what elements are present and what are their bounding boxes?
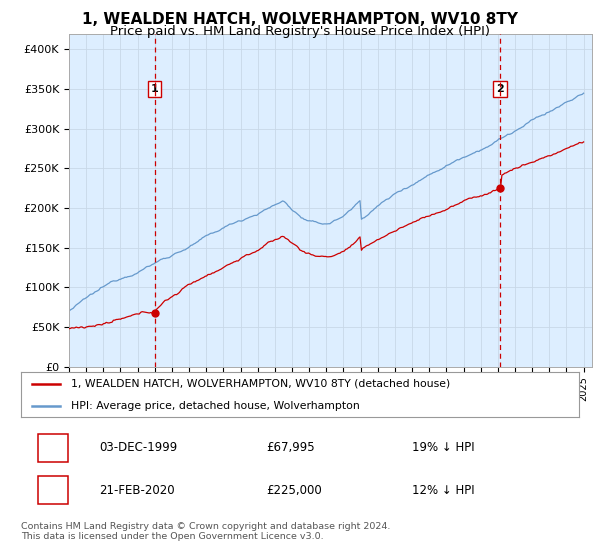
Text: £67,995: £67,995 (266, 441, 315, 454)
Text: £225,000: £225,000 (266, 484, 322, 497)
FancyBboxPatch shape (38, 434, 68, 461)
Text: 2: 2 (49, 484, 58, 497)
Text: Contains HM Land Registry data © Crown copyright and database right 2024.
This d: Contains HM Land Registry data © Crown c… (21, 522, 391, 542)
Text: 1, WEALDEN HATCH, WOLVERHAMPTON, WV10 8TY (detached house): 1, WEALDEN HATCH, WOLVERHAMPTON, WV10 8T… (71, 379, 451, 389)
Text: 1, WEALDEN HATCH, WOLVERHAMPTON, WV10 8TY: 1, WEALDEN HATCH, WOLVERHAMPTON, WV10 8T… (82, 12, 518, 27)
Text: Price paid vs. HM Land Registry's House Price Index (HPI): Price paid vs. HM Land Registry's House … (110, 25, 490, 38)
Text: 2: 2 (496, 84, 504, 94)
Text: 03-DEC-1999: 03-DEC-1999 (99, 441, 178, 454)
Text: 21-FEB-2020: 21-FEB-2020 (99, 484, 175, 497)
Text: HPI: Average price, detached house, Wolverhampton: HPI: Average price, detached house, Wolv… (71, 401, 360, 411)
Text: 12% ↓ HPI: 12% ↓ HPI (412, 484, 474, 497)
FancyBboxPatch shape (38, 477, 68, 504)
Text: 19% ↓ HPI: 19% ↓ HPI (412, 441, 474, 454)
Text: 1: 1 (151, 84, 158, 94)
Text: 1: 1 (49, 441, 58, 454)
